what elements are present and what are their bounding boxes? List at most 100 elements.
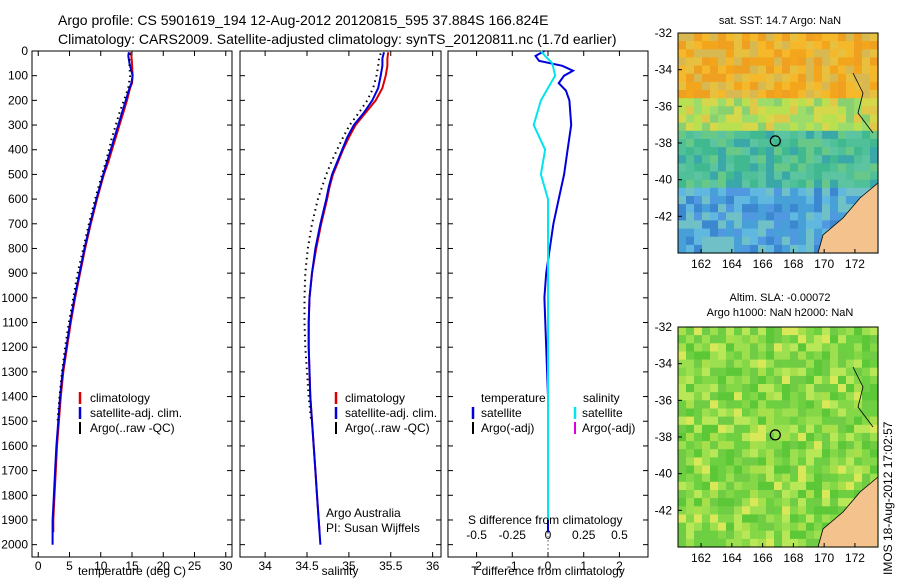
difference-legend: temperature salinity satellite Argo(-adj…: [471, 391, 635, 435]
map-cell: [742, 41, 751, 50]
map-cell: [822, 155, 831, 164]
map-cell: [822, 424, 831, 434]
map-cell: [702, 392, 711, 401]
map-cell: [718, 33, 727, 42]
map-cell: [686, 408, 695, 418]
map-cell: [766, 514, 775, 524]
map-cell: [806, 98, 815, 107]
map-cell: [742, 416, 751, 426]
map-cell: [742, 155, 751, 164]
map-cell: [710, 416, 719, 426]
map-cell: [782, 90, 791, 99]
map-cell: [726, 359, 735, 369]
x-tick-label: 5: [66, 559, 73, 573]
map-cell: [862, 179, 871, 189]
map-cell: [798, 122, 807, 132]
map-cell: [734, 114, 743, 124]
map-cell: [758, 424, 767, 434]
map-cell: [734, 212, 743, 221]
map-cell: [678, 114, 687, 124]
map-cell: [718, 481, 727, 491]
map-cell: [854, 457, 863, 467]
map-cell: [694, 106, 703, 115]
map-cell: [830, 481, 839, 491]
map-cell: [742, 506, 751, 515]
map-cell: [774, 449, 783, 458]
map-cell: [846, 481, 855, 491]
map-cell: [822, 375, 831, 385]
map-cell: [806, 514, 815, 524]
map-cell: [846, 90, 855, 99]
map-cell: [702, 327, 711, 336]
map-cell: [686, 65, 695, 75]
map-cell: [710, 335, 719, 344]
map-cell: [742, 441, 751, 450]
map-cell: [830, 122, 839, 132]
map-cell: [798, 228, 807, 238]
map-cell: [750, 392, 759, 401]
x-tick-label: 20: [157, 559, 171, 573]
map-cell: [726, 538, 735, 548]
map-cell: [790, 481, 799, 491]
x-tick-label: 35: [342, 559, 356, 573]
depth-tick-label: 700: [8, 217, 28, 231]
legend-label: climatology: [90, 391, 150, 405]
depth-tick-label: 600: [8, 192, 28, 206]
map-cell: [678, 367, 687, 377]
map-cell: [774, 81, 783, 91]
map-cell: [718, 114, 727, 124]
map-cell: [798, 41, 807, 50]
map-cell: [798, 473, 807, 483]
map-cell: [806, 351, 815, 361]
map-cell: [790, 538, 799, 548]
map-cell: [806, 65, 815, 75]
map-cell: [734, 367, 743, 377]
map-cell: [782, 392, 791, 401]
map-cell: [718, 171, 727, 181]
map-cell: [854, 90, 863, 99]
map-cell: [734, 130, 743, 140]
map-cell: [726, 375, 735, 385]
map-cell: [734, 473, 743, 483]
map-cell: [854, 122, 863, 132]
map-cell: [694, 236, 703, 246]
map-cell: [710, 343, 719, 352]
map-cell: [734, 538, 743, 548]
map-cell: [798, 335, 807, 344]
map-cell: [750, 122, 759, 132]
map-cell: [870, 179, 879, 189]
map-cell: [734, 465, 743, 475]
map-cell: [870, 138, 879, 148]
map-cell: [710, 106, 719, 115]
map-cell: [734, 432, 743, 442]
map-cell: [766, 90, 775, 99]
map-cell: [798, 106, 807, 115]
map-cell: [766, 73, 775, 83]
map-cell: [694, 65, 703, 75]
map-cell: [798, 449, 807, 458]
map-cell: [678, 106, 687, 115]
map-cell: [790, 163, 799, 173]
map-cell: [678, 41, 687, 50]
map-cell: [694, 327, 703, 336]
map-cell: [710, 114, 719, 124]
map-cell: [734, 400, 743, 409]
map-cell: [766, 41, 775, 50]
map-cell: [806, 57, 815, 67]
map-cell: [678, 138, 687, 148]
map-cell: [782, 530, 791, 540]
map-cell: [782, 538, 791, 548]
map-cell: [838, 506, 847, 515]
map-cell: [870, 122, 879, 132]
map-cell: [726, 171, 735, 181]
legend-label: Argo(..raw -QC): [345, 421, 430, 435]
map-cell: [750, 147, 759, 156]
legend-label: satellite: [582, 406, 623, 420]
map-cell: [726, 57, 735, 67]
map-cell: [726, 473, 735, 483]
map-cell: [686, 57, 695, 67]
lon-tick-label: 166: [753, 551, 773, 565]
map-cell: [838, 498, 847, 507]
map-cell: [814, 351, 823, 361]
map-cell: [846, 392, 855, 401]
